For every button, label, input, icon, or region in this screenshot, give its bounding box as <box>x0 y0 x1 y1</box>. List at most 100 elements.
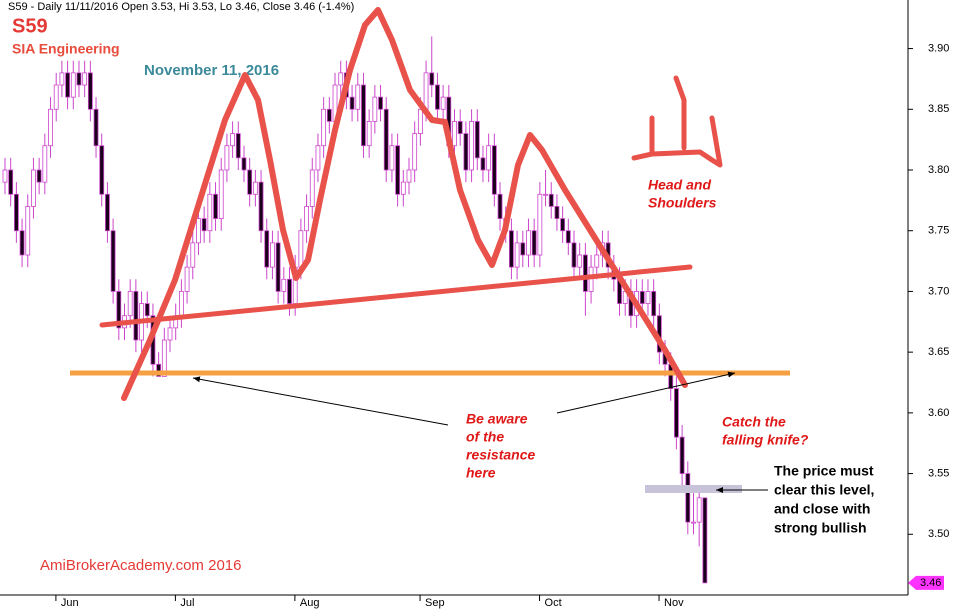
candle-body <box>99 145 105 195</box>
candle-body <box>230 133 236 147</box>
candle-body <box>65 72 70 98</box>
candle-body <box>400 181 406 195</box>
note-line: strong bullish <box>774 520 867 536</box>
note-line: clear this level, <box>774 482 874 498</box>
candle-body <box>406 169 412 183</box>
candle-body <box>491 145 497 195</box>
candle-body <box>674 388 679 438</box>
candle-body <box>247 169 253 195</box>
candle-body <box>361 84 366 147</box>
candle-body <box>509 230 514 268</box>
candle-body <box>469 121 474 171</box>
drawings <box>70 7 790 493</box>
candle-body <box>201 218 207 232</box>
candle-body <box>31 169 36 207</box>
date-label: November 11, 2016 <box>144 62 279 79</box>
candle-body <box>287 278 292 304</box>
candle-body <box>395 145 401 195</box>
candle-body <box>531 230 537 256</box>
candle-body <box>241 157 247 171</box>
candle-body <box>309 169 315 207</box>
candle-body <box>480 157 486 171</box>
x-tick-label: Sep <box>425 597 445 609</box>
candle-body <box>315 145 321 171</box>
note-line: Shoulders <box>648 195 717 211</box>
candle-body <box>440 96 446 110</box>
candle-body <box>639 291 645 304</box>
neckline <box>99 264 693 328</box>
candle-body <box>594 254 600 268</box>
note-line: The price must <box>774 463 874 479</box>
candle-body <box>645 291 651 304</box>
candle-body <box>435 84 440 110</box>
candle-body <box>560 218 566 232</box>
candle-body <box>127 291 133 317</box>
y-tick-label: 3.90 <box>928 42 949 54</box>
candle-body <box>514 242 520 268</box>
y-tick-label: 3.80 <box>928 164 949 176</box>
candle-body <box>184 266 190 292</box>
candle-body <box>105 193 110 232</box>
candle-body <box>452 121 457 147</box>
x-tick-label: Nov <box>664 597 684 609</box>
watermark: AmiBrokerAcademy.com 2016 <box>40 557 241 574</box>
candle-body <box>19 230 25 256</box>
candle-body <box>326 108 332 122</box>
candle-body <box>42 145 48 183</box>
candle-body <box>116 291 122 329</box>
candle-body <box>281 278 287 292</box>
x-tick-label: Aug <box>300 597 320 609</box>
candle-body <box>378 96 383 110</box>
candle-body <box>207 193 213 232</box>
note-line: falling knife? <box>722 432 809 448</box>
candle-body <box>82 72 88 86</box>
candle-body <box>25 206 31 256</box>
candle-body <box>651 291 657 317</box>
note: Head and Shoulders <box>648 177 717 211</box>
candle-body <box>304 206 309 232</box>
note-line: and close with <box>774 501 870 517</box>
candle-body <box>224 145 230 171</box>
candle-body <box>423 72 429 110</box>
y-tick-label: 3.70 <box>928 285 949 297</box>
note: The price must clear this level, and clo… <box>774 463 874 536</box>
candle-body <box>355 84 361 110</box>
x-tick-label: Jun <box>61 597 79 609</box>
note-line: Be aware <box>466 411 528 427</box>
symbol: S59 <box>12 15 48 37</box>
candle-body <box>275 242 281 292</box>
candle-body <box>36 169 42 183</box>
arrow <box>556 371 736 414</box>
candle-body <box>372 96 378 122</box>
candle-body <box>429 72 435 86</box>
candle-body <box>571 242 577 268</box>
candle-body <box>190 242 196 268</box>
candle-body <box>133 291 139 341</box>
last-price-label: 3.46 <box>920 577 941 589</box>
candle-body <box>252 181 258 195</box>
candle-body <box>2 169 8 183</box>
candle-body <box>338 72 344 86</box>
candle-body <box>702 497 708 584</box>
y-tick-label: 3.85 <box>928 103 949 115</box>
candle-body <box>298 230 304 268</box>
candle-body <box>696 497 702 523</box>
candle-body <box>70 72 76 98</box>
candle-body <box>48 108 53 147</box>
company: SIA Engineering <box>12 41 120 57</box>
candle-body <box>13 193 19 232</box>
x-tick-label: Jul <box>180 597 194 609</box>
candle-body <box>235 133 241 159</box>
pattern-glyph <box>631 75 723 168</box>
candle-body <box>264 230 270 268</box>
candle-body <box>548 193 554 207</box>
candle-body <box>321 108 327 147</box>
candle-body <box>457 121 463 134</box>
candle-body <box>144 303 150 317</box>
candle-body <box>270 242 275 268</box>
candle-body <box>463 133 469 171</box>
candle-body <box>258 181 264 232</box>
candle-body <box>679 436 685 474</box>
candle-body <box>110 230 116 292</box>
